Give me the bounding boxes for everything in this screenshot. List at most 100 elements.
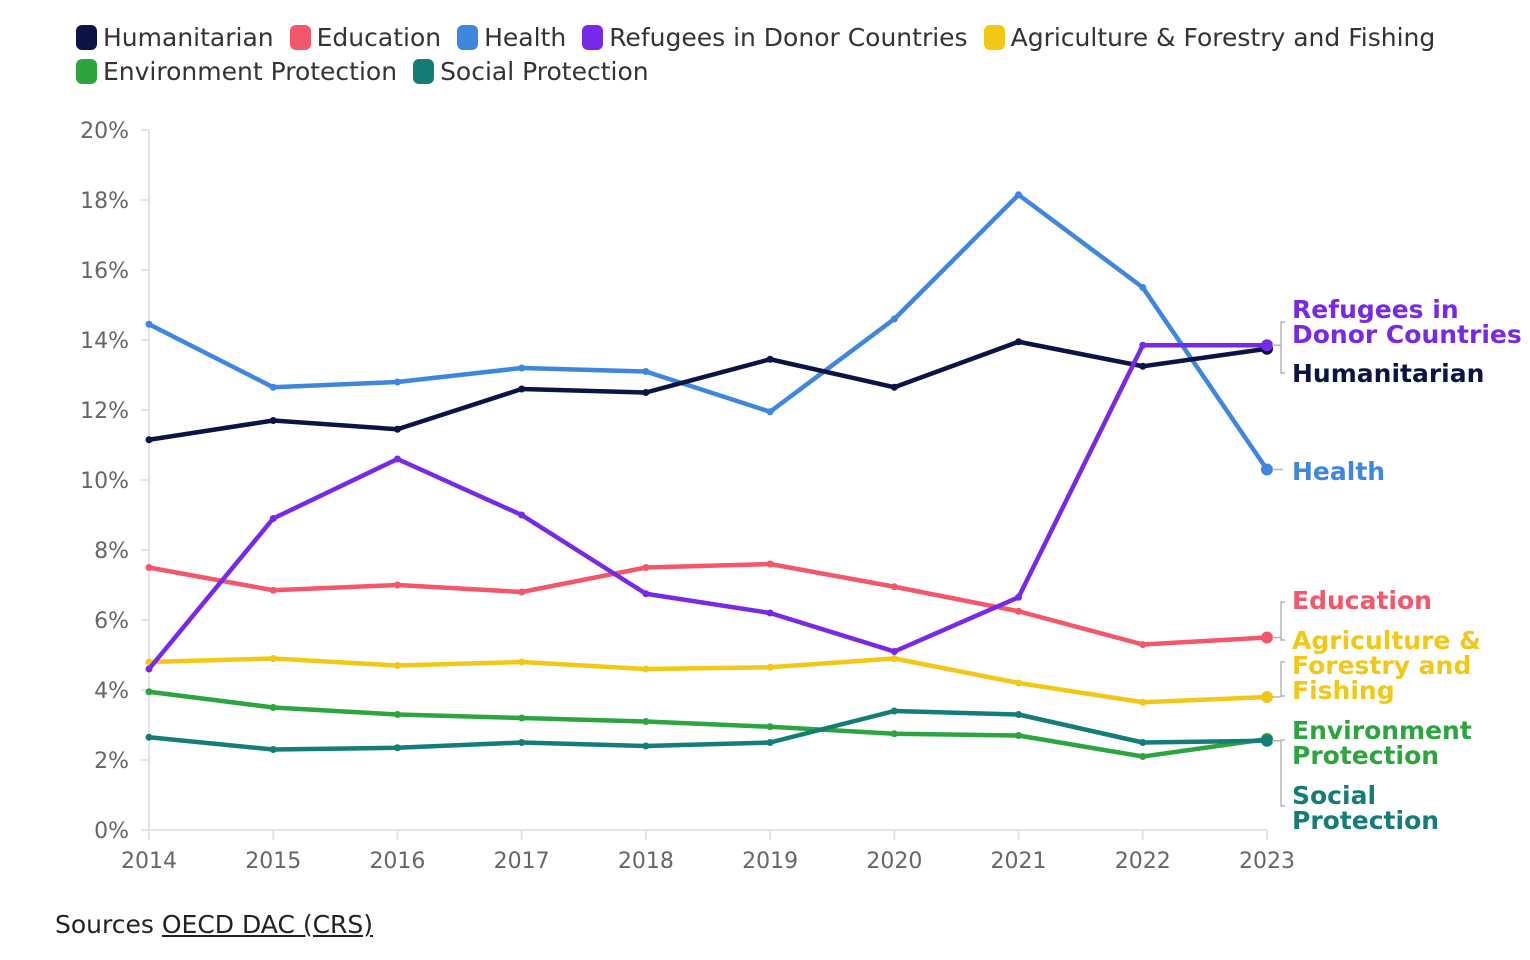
data-point bbox=[766, 663, 774, 671]
data-point bbox=[269, 746, 277, 753]
label-bracket bbox=[1280, 739, 1285, 807]
legend-swatch bbox=[582, 24, 604, 50]
data-point bbox=[269, 586, 277, 594]
series-line bbox=[146, 656, 1270, 705]
data-point bbox=[145, 320, 153, 328]
data-point bbox=[1015, 679, 1023, 687]
legend-item: Social Protection bbox=[413, 56, 649, 86]
end-label: Fishing bbox=[1292, 676, 1395, 705]
y-tick-label: 16% bbox=[80, 259, 129, 284]
series-line bbox=[146, 708, 1270, 752]
data-point bbox=[1015, 711, 1023, 718]
data-point bbox=[145, 436, 153, 444]
x-tick-label: 2016 bbox=[369, 849, 425, 874]
data-point bbox=[1139, 641, 1147, 648]
data-point bbox=[1139, 698, 1147, 706]
chart-legend: Humanitarian Education Health Refugees in D… bbox=[76, 22, 1496, 86]
end-label: Refugees in bbox=[1292, 295, 1459, 324]
data-point bbox=[518, 364, 526, 372]
x-tick-label: 2021 bbox=[991, 849, 1047, 874]
data-point bbox=[642, 590, 650, 598]
series-line bbox=[146, 689, 1270, 759]
sources-label: Sources bbox=[55, 910, 154, 939]
data-point bbox=[1015, 338, 1023, 346]
data-point bbox=[1139, 284, 1147, 291]
data-point bbox=[393, 662, 401, 669]
data-point bbox=[393, 455, 401, 463]
y-tick-label: 4% bbox=[94, 679, 129, 704]
end-label: Environment bbox=[1292, 716, 1472, 745]
data-point bbox=[890, 707, 898, 715]
data-point bbox=[1015, 607, 1023, 615]
data-point bbox=[145, 665, 153, 673]
data-point bbox=[766, 355, 774, 363]
y-tick-label: 0% bbox=[94, 819, 129, 844]
sources-note: Sources OECD DAC (CRS) bbox=[55, 910, 373, 939]
legend-swatch bbox=[413, 58, 435, 84]
x-tick-label: 2023 bbox=[1239, 849, 1295, 874]
data-point bbox=[1015, 593, 1023, 601]
sources-link[interactable]: OECD DAC (CRS) bbox=[161, 910, 374, 939]
series-line bbox=[146, 561, 1270, 647]
label-bracket bbox=[1280, 321, 1285, 374]
data-point bbox=[642, 389, 650, 396]
y-tick-label: 12% bbox=[80, 399, 129, 424]
data-point bbox=[890, 655, 898, 662]
data-point bbox=[393, 711, 401, 718]
data-point bbox=[642, 742, 650, 750]
end-label: Donor Countries bbox=[1292, 320, 1522, 349]
data-point bbox=[145, 688, 153, 696]
data-point bbox=[518, 385, 526, 393]
y-tick-label: 18% bbox=[80, 189, 129, 214]
data-point bbox=[1015, 191, 1023, 199]
end-label: Humanitarian bbox=[1292, 359, 1484, 388]
data-point bbox=[766, 609, 774, 617]
x-tick-label: 2014 bbox=[121, 849, 177, 874]
legend-label: Environment Protection bbox=[103, 56, 398, 86]
data-point bbox=[269, 655, 277, 662]
legend-item: Humanitarian bbox=[76, 22, 274, 52]
legend-label: Agriculture & Forestry and Fishing bbox=[1010, 22, 1436, 52]
end-label: Forestry and bbox=[1292, 651, 1471, 680]
y-tick-label: 20% bbox=[80, 119, 129, 144]
x-tick-label: 2020 bbox=[866, 849, 922, 874]
data-point bbox=[766, 739, 774, 746]
data-point bbox=[766, 408, 774, 416]
legend-item: Education bbox=[289, 22, 442, 52]
data-point bbox=[518, 739, 526, 746]
legend-label: Social Protection bbox=[440, 56, 649, 86]
data-point bbox=[269, 704, 277, 711]
data-point bbox=[393, 425, 401, 433]
legend-item: Agriculture & Forestry and Fishing bbox=[983, 22, 1436, 52]
data-point bbox=[518, 511, 526, 519]
data-point bbox=[393, 581, 401, 589]
data-point bbox=[1261, 734, 1273, 747]
x-tick-label: 2018 bbox=[618, 849, 674, 874]
series-line bbox=[146, 343, 1270, 672]
y-tick-label: 6% bbox=[94, 609, 129, 634]
y-tick-label: 2% bbox=[94, 749, 129, 774]
data-point bbox=[642, 665, 650, 673]
series-line bbox=[146, 192, 1270, 472]
data-point bbox=[393, 744, 401, 752]
legend-label: Humanitarian bbox=[103, 22, 274, 52]
data-point bbox=[890, 383, 898, 391]
data-point bbox=[1139, 341, 1147, 349]
end-label: Social bbox=[1292, 781, 1376, 810]
data-point bbox=[1261, 631, 1273, 644]
end-label: Education bbox=[1292, 586, 1432, 615]
data-point bbox=[393, 378, 401, 386]
data-point bbox=[518, 658, 526, 666]
data-point bbox=[1261, 339, 1273, 352]
legend-swatch bbox=[289, 24, 311, 50]
legend-label: Education bbox=[316, 22, 442, 52]
data-point bbox=[1139, 362, 1147, 370]
x-tick-label: 2019 bbox=[742, 849, 798, 874]
x-tick-label: 2017 bbox=[494, 849, 550, 874]
legend-label: Refugees in Donor Countries bbox=[609, 22, 968, 52]
data-point bbox=[766, 723, 774, 731]
data-point bbox=[890, 730, 898, 738]
legend-swatch bbox=[76, 58, 97, 84]
data-point bbox=[269, 515, 277, 522]
data-point bbox=[642, 564, 650, 571]
